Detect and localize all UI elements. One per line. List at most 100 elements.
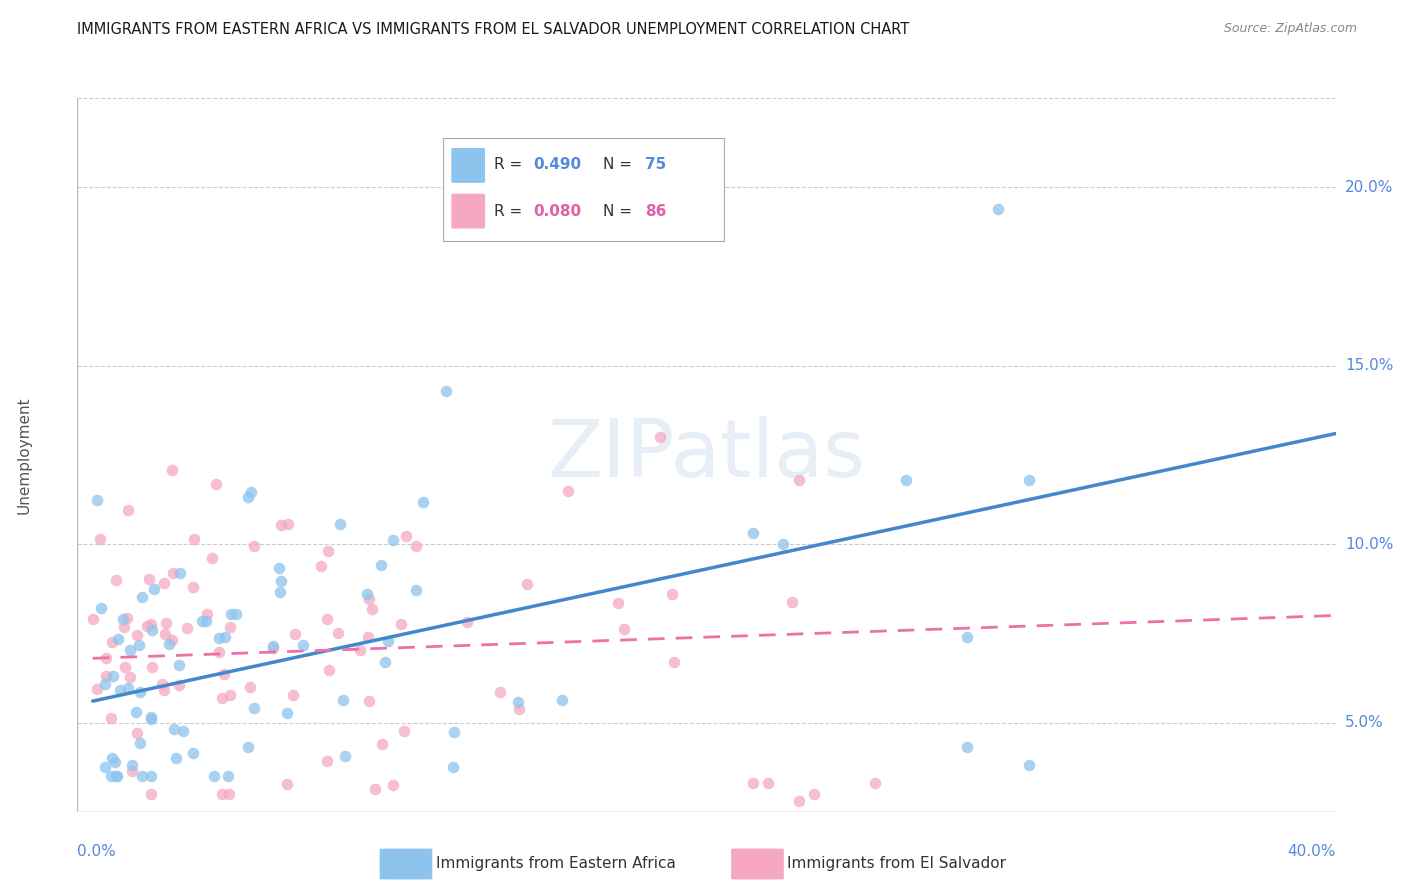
Point [153, 683, 176, 698]
Text: 0.490: 0.490 [533, 157, 581, 172]
Point [219, 607, 242, 621]
Text: 10.0%: 10.0% [1346, 537, 1393, 551]
Point [557, 483, 579, 498]
Point [153, 626, 176, 640]
Point [894, 473, 917, 487]
Point [236, 739, 259, 754]
Point [218, 688, 240, 702]
FancyBboxPatch shape [451, 148, 485, 183]
Point [335, 748, 357, 763]
Point [117, 681, 139, 696]
Text: 86: 86 [645, 203, 666, 219]
Point [176, 621, 198, 635]
Point [650, 430, 672, 444]
Point [332, 693, 354, 707]
Point [141, 616, 163, 631]
Point [239, 680, 262, 694]
Point [181, 580, 204, 594]
Point [318, 663, 340, 677]
Point [772, 537, 794, 551]
Point [120, 643, 142, 657]
Point [434, 384, 457, 398]
Point [208, 631, 231, 645]
Point [392, 723, 415, 738]
Point [86, 681, 108, 696]
Text: Immigrants from Eastern Africa: Immigrants from Eastern Africa [436, 855, 676, 871]
Point [162, 566, 184, 580]
Point [157, 637, 180, 651]
Point [114, 660, 136, 674]
Point [389, 616, 412, 631]
Point [121, 757, 143, 772]
Point [276, 706, 298, 720]
Point [135, 619, 157, 633]
Point [141, 659, 163, 673]
Point [138, 572, 160, 586]
Point [262, 639, 284, 653]
Point [117, 610, 139, 624]
Point [104, 755, 127, 769]
Point [382, 533, 405, 548]
FancyBboxPatch shape [731, 848, 785, 880]
Point [100, 769, 122, 783]
Point [349, 643, 371, 657]
Point [441, 760, 464, 774]
Point [141, 624, 163, 638]
Point [357, 592, 380, 607]
Point [205, 476, 228, 491]
Point [100, 711, 122, 725]
Point [211, 690, 233, 705]
Point [217, 769, 239, 783]
Point [664, 656, 686, 670]
Point [82, 612, 104, 626]
Point [443, 725, 465, 739]
Point [1018, 473, 1040, 487]
Point [172, 724, 194, 739]
Point [118, 670, 141, 684]
Text: 20.0%: 20.0% [1346, 180, 1393, 194]
Point [150, 677, 173, 691]
Point [316, 755, 339, 769]
Point [195, 607, 218, 621]
Point [101, 750, 124, 764]
Text: N =: N = [603, 203, 637, 219]
Point [112, 620, 135, 634]
Point [101, 635, 124, 649]
Point [741, 526, 763, 541]
Point [356, 587, 378, 601]
Point [141, 712, 163, 726]
Point [111, 612, 134, 626]
Point [370, 558, 392, 573]
Point [360, 601, 382, 615]
Point [181, 746, 204, 760]
Point [277, 517, 299, 532]
Point [239, 484, 262, 499]
Point [377, 634, 399, 648]
Text: 0.080: 0.080 [533, 203, 581, 219]
Point [127, 628, 149, 642]
Point [108, 683, 131, 698]
Point [661, 587, 683, 601]
Point [987, 202, 1010, 216]
Text: Immigrants from El Salvador: Immigrants from El Salvador [787, 855, 1007, 871]
Point [489, 684, 512, 698]
Point [243, 539, 266, 553]
Point [328, 626, 350, 640]
Point [405, 582, 427, 597]
Point [169, 566, 191, 580]
FancyBboxPatch shape [380, 848, 433, 880]
Text: ZIPatlas: ZIPatlas [547, 416, 866, 494]
Point [129, 735, 152, 749]
Point [243, 701, 266, 715]
Point [956, 630, 979, 644]
Point [214, 631, 236, 645]
Point [269, 585, 291, 599]
Point [382, 779, 405, 793]
Point [357, 630, 380, 644]
Point [284, 627, 307, 641]
Point [364, 781, 387, 796]
Point [212, 667, 235, 681]
Point [86, 493, 108, 508]
Point [191, 615, 214, 629]
Point [90, 600, 112, 615]
